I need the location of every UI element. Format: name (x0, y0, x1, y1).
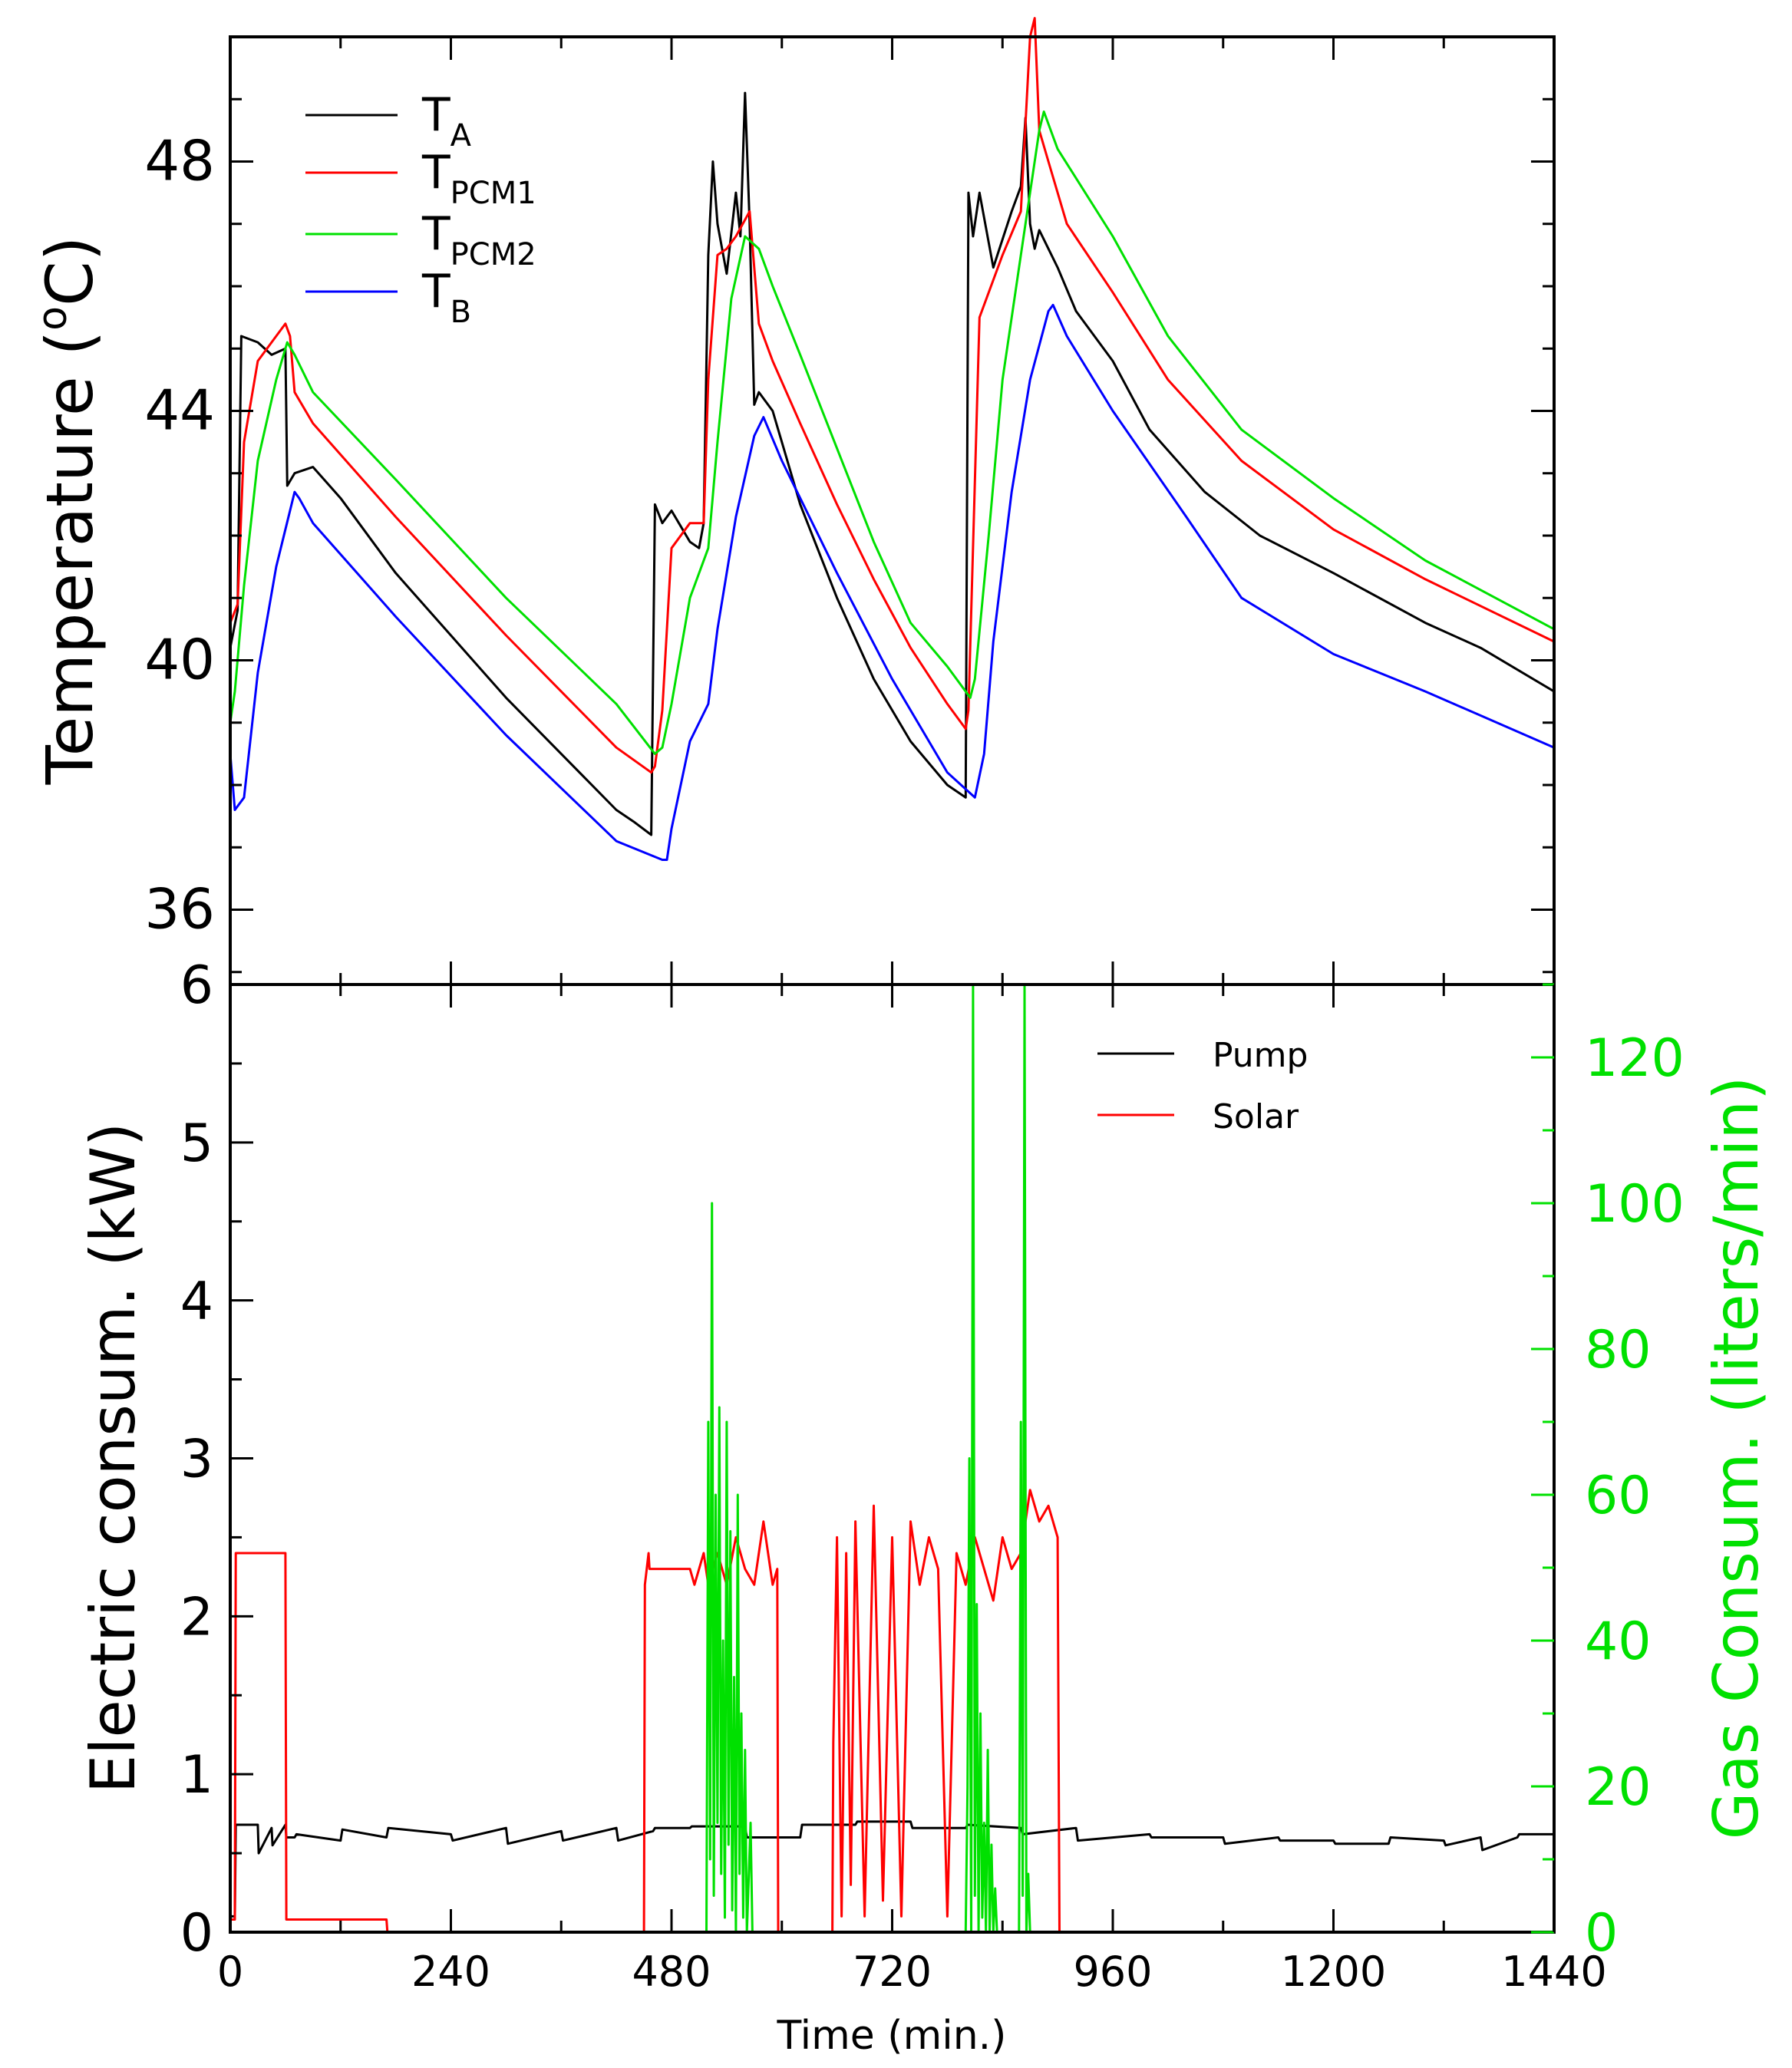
legend-t-pcm1-main: T (421, 146, 450, 200)
temperature-y-tick-label: 40 (144, 628, 215, 692)
temperature-y-axis-label: Temperature (oC) (30, 236, 107, 786)
temperature-series-group (229, 17, 1555, 861)
time-x-tick-label: 720 (853, 1948, 932, 1996)
gas-y-tick-label: 100 (1585, 1174, 1685, 1235)
series-line-t-b (229, 303, 1555, 861)
series-line-solar (230, 1489, 1554, 1934)
electric-y-tick-label: 5 (180, 1113, 213, 1174)
electric-y-axis-label: Electric consum. (kW) (78, 1123, 149, 1794)
gas-y-tick-label: 40 (1585, 1611, 1652, 1672)
temperature-x-ticks (229, 37, 1556, 985)
electric-y-tick-label: 4 (180, 1271, 213, 1332)
electric-y-ticks: 0 1 2 3 4 5 6 (180, 955, 253, 1964)
gas-y-tick-label: 80 (1585, 1320, 1652, 1380)
gas-y-tick-label: 20 (1585, 1757, 1652, 1818)
legend-label-pump: Pump (1213, 1036, 1308, 1075)
electric-y-tick-label: 3 (180, 1430, 213, 1490)
legend-label-t-pcm2: TPCM2 (421, 207, 536, 272)
legend-t-b-main: T (421, 265, 450, 318)
time-x-tick-label: 240 (411, 1948, 490, 1996)
legend-t-b-sub: B (450, 295, 471, 330)
series-line-pump (230, 1820, 1554, 1918)
legend-t-pcm2-sub: PCM2 (450, 237, 536, 272)
legend-label-t-a: TA (421, 88, 472, 153)
legend-t-a-sub: A (450, 118, 472, 153)
consumption-legend: Pump Solar (1097, 1036, 1308, 1136)
legend-label-solar: Solar (1213, 1097, 1299, 1136)
temperature-y-tick-label: 48 (144, 129, 215, 193)
legend-label-t-pcm1: TPCM1 (421, 146, 536, 211)
legend-entry-t-pcm2: TPCM2 (305, 207, 536, 272)
consumption-panel: 0 1 2 3 4 5 6 0 20 40 60 80 100 120 0 240 480 720 960 120… (78, 955, 1772, 2059)
gas-y-ticks: 0 20 40 60 80 100 120 (1531, 983, 1685, 1964)
temperature-legend: TA TPCM1 TPCM2 TB (305, 88, 536, 330)
gas-y-tick-label: 60 (1585, 1466, 1652, 1526)
temperature-y-tick-label: 44 (144, 378, 215, 443)
electric-y-tick-label: 2 (180, 1587, 213, 1647)
legend-t-pcm1-sub: PCM1 (450, 176, 536, 211)
time-x-tick-label: 1440 (1501, 1948, 1606, 1996)
time-x-tick-label: 0 (217, 1948, 243, 1996)
time-x-tick-label: 480 (632, 1948, 711, 1996)
legend-t-a-main: T (421, 88, 450, 142)
legend-entry-t-a: TA (305, 88, 472, 153)
series-line-t-pcm2 (229, 110, 1555, 755)
series-line-t-pcm1 (229, 17, 1555, 774)
legend-entry-t-b: TB (305, 265, 471, 330)
gas-y-axis-label: Gas Consum. (liters/min) (1701, 1077, 1772, 1840)
time-x-ticks: 0 240 480 720 960 1200 1440 (217, 985, 1607, 1996)
temperature-y-tick-label: 36 (144, 877, 215, 942)
gas-y-tick-label: 0 (1585, 1903, 1618, 1964)
legend-entry-pump: Pump (1097, 1036, 1308, 1075)
legend-entry-t-pcm1: TPCM1 (305, 146, 536, 211)
time-x-axis-label: Time (min.) (777, 2013, 1007, 2059)
electric-y-tick-label: 1 (180, 1745, 213, 1806)
legend-entry-solar: Solar (1097, 1097, 1299, 1136)
time-x-tick-label: 1200 (1281, 1948, 1386, 1996)
time-x-tick-label: 960 (1073, 1948, 1152, 1996)
legend-label-t-b: TB (421, 265, 471, 330)
electric-y-tick-label: 0 (180, 1903, 213, 1964)
legend-t-pcm2-main: T (421, 207, 450, 261)
temperature-y-ticks: 36 40 44 48 (144, 35, 1554, 974)
degree-superscript: o (30, 306, 76, 331)
temperature-ylabel-post: C) (32, 236, 107, 306)
temperature-ylabel-pre: Temperature ( (32, 331, 107, 786)
electric-y-tick-label: 6 (180, 955, 213, 1016)
gas-y-tick-label: 120 (1585, 1028, 1685, 1089)
